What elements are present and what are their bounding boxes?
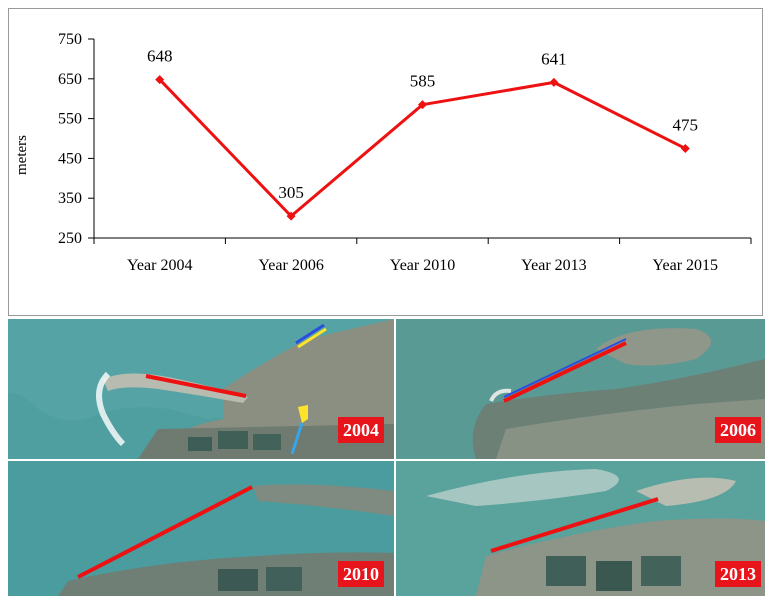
data-point-marker [155,75,165,85]
data-labels: 648 305 585 641 475 [147,47,698,203]
x-tick-label: Year 2006 [258,257,323,274]
y-tick-label: 750 [58,31,82,48]
data-label: 305 [278,183,304,202]
data-point-marker [549,77,559,87]
year-badge-2013: 2013 [715,561,761,587]
data-label: 648 [147,47,173,66]
data-point-marker [418,100,427,110]
data-label: 641 [541,49,567,68]
data-point-marker [286,211,296,221]
year-badge-2004: 2004 [338,417,384,443]
y-axis-ticks: 250 350 450 550 650 750 [58,31,94,247]
x-tick-label: Year 2004 [127,257,192,274]
x-tick-label: Year 2010 [390,257,455,274]
y-tick-label: 450 [58,150,82,167]
year-badge-2006: 2006 [715,417,761,443]
satellite-photo-2013: 2013 [396,461,765,596]
year-badge-2010: 2010 [338,561,384,587]
data-label: 475 [673,115,699,134]
line-chart: 250 350 450 550 650 750 Year 2004 Year 2006 Yea… [8,8,763,316]
x-tick-label: Year 2013 [521,257,586,274]
series-line [155,75,690,221]
satellite-photo-2004: 2004 [8,319,394,459]
series-polyline [158,78,686,218]
satellite-photo-2006: 2006 [396,319,765,459]
x-axis-ticks: Year 2004 Year 2006 Year 2010 Year 2013 Year… [93,238,752,274]
data-label: 585 [410,72,436,91]
y-tick-label: 650 [58,71,82,88]
y-tick-label: 550 [58,111,82,128]
y-tick-label: 350 [58,190,82,207]
satellite-photo-2010: 2010 [8,461,394,596]
chart-axes [93,39,751,239]
y-tick-label: 250 [58,230,82,247]
x-tick-label: Year 2015 [653,257,718,274]
y-axis-title: meters [14,135,30,175]
data-point-marker [680,143,690,153]
